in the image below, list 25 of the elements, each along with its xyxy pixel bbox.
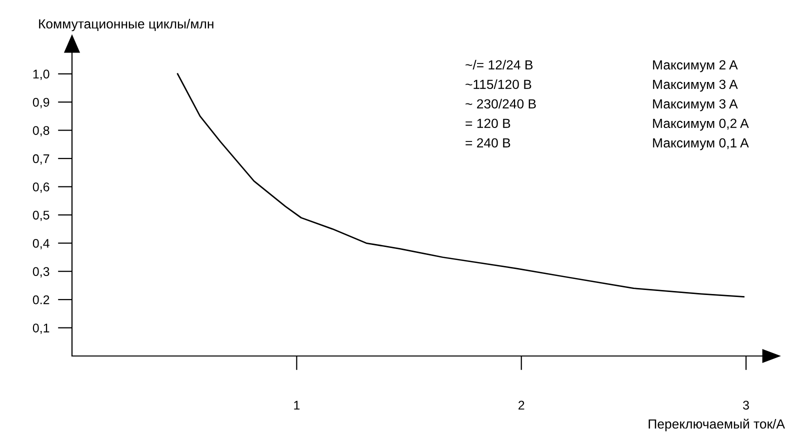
x-tick-label: 2 [518,400,524,410]
annotation: ~/= 12/24 В [466,60,533,70]
y-tick-label: 1,0 [33,70,50,80]
y-tick-label: 0,4 [32,238,50,250]
annotation: ~115/120 В [466,79,532,90]
y-tick-label: 0,5 [32,210,50,222]
annotation: Максимум 3 A [653,99,738,112]
annotation: ~ 230/240 В [466,98,536,109]
annotation: = 240 В [466,138,510,148]
y-tick-label: 0,1 [32,324,50,334]
y-tick-label: 0,3 [32,267,50,278]
y-tick-label: 0,8 [32,126,50,136]
y-tick-label: 0,9 [32,98,50,108]
annotation: Максимум 0,2 A [653,118,749,131]
y-tick-label: 0,7 [32,154,50,165]
y-tick-label: 0.2 [32,295,50,304]
x-axis-title: Переключаемый ток/A [648,418,785,432]
annotation: Максимум 3 A [653,80,738,92]
y-axis-title: Коммутационные циклы/млн [39,18,214,32]
x-tick-label: 1 [294,400,300,410]
x-tick-label: 3 [743,400,749,410]
annotation: = 120 В [466,118,510,128]
annotation: Максимум 2 A [653,60,738,72]
annotation: Максимум 0,1 A [653,138,749,150]
y-tick-label: 0,6 [32,182,50,193]
